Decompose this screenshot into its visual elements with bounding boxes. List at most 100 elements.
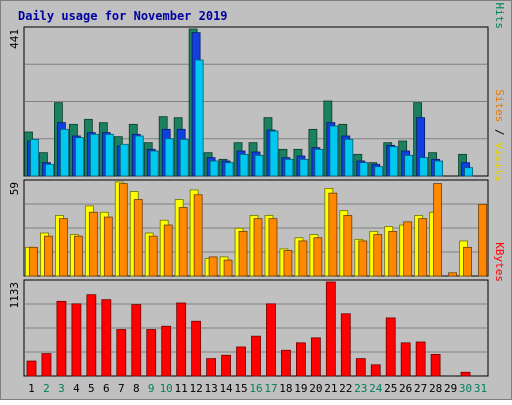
x-tick-label-4: 4	[73, 382, 80, 395]
bar-sites-day-19	[298, 240, 308, 277]
bar-pages-day-8	[134, 135, 144, 177]
x-tick-label-16: 16	[249, 382, 262, 395]
bar-kbytes-day-26	[400, 342, 411, 377]
x-tick-label-27: 27	[414, 382, 427, 395]
bar-kbytes-day-4	[71, 303, 82, 377]
bar-pages-day-17	[269, 130, 279, 177]
bar-sites-day-31	[478, 203, 487, 277]
bar-sites-day-22	[343, 215, 353, 277]
panel-kbytes-side-label: KBytes	[493, 242, 506, 282]
bar-sites-day-1	[29, 246, 38, 277]
bar-sites-day-14	[223, 259, 233, 277]
panel-hits-max-label: 441	[8, 29, 21, 49]
side-label-part: /	[493, 0, 506, 3]
bar-sites-day-3	[59, 218, 68, 277]
bar-kbytes-day-16	[251, 335, 261, 377]
bar-kbytes-day-23	[355, 358, 366, 377]
bar-pages-day-7	[119, 143, 129, 177]
x-tick-label-12: 12	[190, 382, 203, 395]
bar-sites-day-21	[328, 192, 338, 277]
bar-sites-day-27	[418, 218, 428, 277]
bar-pages-day-12	[194, 59, 204, 177]
bar-kbytes-day-9	[146, 329, 157, 377]
bar-pages-day-22	[344, 138, 354, 177]
x-tick-label-29: 29	[444, 382, 457, 395]
x-tick-label-21: 21	[324, 382, 337, 395]
bar-sites-day-30	[463, 246, 472, 277]
bar-sites-day-9	[148, 235, 158, 277]
bar-kbytes-day-22	[340, 313, 351, 377]
x-tick-label-19: 19	[294, 382, 307, 395]
x-tick-label-10: 10	[160, 382, 173, 395]
bar-kbytes-day-24	[370, 364, 381, 377]
x-tick-label-30: 30	[459, 382, 472, 395]
bar-pages-day-9	[149, 150, 159, 177]
bar-kbytes-day-7	[116, 329, 127, 377]
x-tick-label-15: 15	[234, 382, 247, 395]
bar-sites-day-24	[373, 234, 383, 277]
bar-pages-day-21	[329, 125, 339, 177]
bar-pages-day-6	[104, 133, 114, 177]
x-tick-label-22: 22	[339, 382, 352, 395]
side-label-part: Sites	[493, 89, 506, 122]
x-tick-label-14: 14	[219, 382, 233, 395]
bar-pages-day-18	[284, 158, 294, 177]
chart-title: Daily usage for November 2019	[18, 9, 228, 23]
x-tick-label-31: 31	[474, 382, 487, 395]
bar-kbytes-day-8	[131, 304, 142, 377]
bar-pages-day-16	[254, 154, 264, 177]
bar-pages-day-28	[434, 160, 444, 177]
bar-kbytes-day-20	[310, 337, 321, 377]
bar-sites-day-10	[163, 224, 173, 277]
side-label-part: Hits	[493, 3, 506, 30]
bar-sites-day-12	[193, 194, 203, 277]
bar-sites-day-23	[358, 240, 368, 277]
bar-sites-day-20	[313, 237, 323, 277]
bar-pages-day-11	[179, 138, 189, 177]
chart-panels: 441 Pages / Files / Hits 59 Sites / Visits 1…	[8, 0, 506, 377]
bar-pages-day-13	[209, 160, 219, 177]
side-label-part: KBytes	[493, 242, 506, 282]
x-tick-label-7: 7	[118, 382, 125, 395]
bar-pages-day-26	[404, 154, 414, 177]
x-tick-label-9: 9	[148, 382, 155, 395]
x-tick-label-5: 5	[88, 382, 95, 395]
bar-kbytes-day-13	[206, 358, 216, 377]
x-axis: 1 2 3 4 5 6 7 8 9 10 11 12 13 14 15 16 17 18 19 20 21 22 23 24 2…	[28, 382, 487, 395]
bar-kbytes-day-15	[236, 346, 246, 377]
x-tick-label-6: 6	[103, 382, 110, 395]
x-tick-label-8: 8	[133, 382, 140, 395]
bar-kbytes-day-30	[460, 371, 471, 377]
x-tick-label-17: 17	[264, 382, 277, 395]
bar-kbytes-day-17	[266, 303, 276, 377]
x-tick-label-2: 2	[43, 382, 50, 395]
panel-hits: 441 Pages / Files / Hits	[8, 0, 506, 177]
bar-kbytes-day-6	[101, 299, 112, 377]
panel-kbytes-max-label: 1133	[8, 282, 21, 309]
bar-sites-day-29	[448, 272, 457, 277]
bar-pages-day-15	[239, 153, 249, 177]
bar-sites-day-11	[178, 207, 188, 277]
x-tick-label-20: 20	[309, 382, 322, 395]
x-tick-label-26: 26	[399, 382, 412, 395]
bar-pages-day-24	[374, 166, 384, 177]
x-tick-label-24: 24	[369, 382, 383, 395]
bar-kbytes-day-12	[191, 320, 202, 377]
bar-pages-day-10	[164, 138, 174, 177]
bar-kbytes-day-5	[86, 294, 97, 377]
bar-pages-day-20	[314, 148, 324, 177]
bar-sites-day-25	[388, 230, 398, 277]
panel-visits-side-label: Sites / Visits	[493, 89, 506, 182]
bar-kbytes-day-28	[430, 354, 441, 377]
bar-sites-day-26	[403, 221, 413, 277]
panel-visits: 59 Sites / Visits	[8, 89, 506, 277]
bar-kbytes-day-11	[176, 302, 187, 377]
bar-sites-day-7	[118, 183, 128, 277]
x-tick-label-3: 3	[58, 382, 65, 395]
bar-sites-day-17	[268, 218, 278, 277]
bar-pages-day-19	[299, 158, 309, 177]
bar-sites-day-5	[88, 211, 98, 277]
bar-kbytes-day-14	[221, 354, 231, 377]
